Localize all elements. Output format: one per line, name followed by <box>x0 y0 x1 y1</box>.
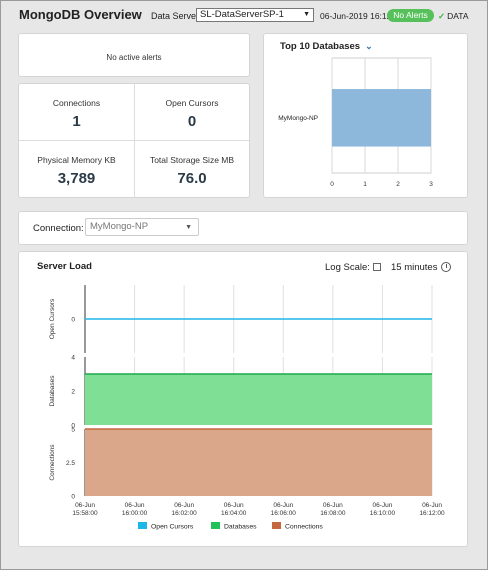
top10-databases-panel: Top 10 Databases ⌄ 0 1 2 3 MyMongo-NP <box>263 33 468 198</box>
top10-x-tick-label: 2 <box>396 181 400 188</box>
data-server-select[interactable]: SL-DataServerSP-1 ▼ <box>196 8 314 22</box>
kpi-connections-label: Connections <box>52 98 101 108</box>
kpi-memory-label: Physical Memory KB <box>37 155 116 165</box>
server-load-chart: 0 Open Cursors 4 2 0 Databases 5 2.5 0 Connection… <box>49 285 445 531</box>
server-load-panel: Server Load Log Scale: 15 minutes 0 Open … <box>18 251 468 547</box>
top10-x-tick-label: 1 <box>363 181 367 188</box>
no-alerts-message: No active alerts <box>106 53 162 62</box>
clock-icon[interactable] <box>441 262 451 272</box>
connection-select[interactable]: MyMongo-NP ▼ <box>85 218 199 236</box>
kpi-connections[interactable]: Connections 1 <box>19 98 134 130</box>
series-area-connections <box>85 429 432 496</box>
server-load-y-axis-title: Databases <box>49 375 56 407</box>
alert-status-badge[interactable]: No Alerts <box>387 9 434 22</box>
server-load-x-tick-time: 15:58:00 <box>72 510 98 517</box>
server-load-x-tick-time: 16:02:00 <box>171 510 197 517</box>
connection-panel: Connection: MyMongo-NP ▼ <box>18 211 468 245</box>
top10-x-tick-label: 3 <box>429 181 433 188</box>
data-status-indicator: ✓ DATA <box>438 11 469 22</box>
server-load-y-tick-label: 2 <box>71 389 75 396</box>
legend-label: Connections <box>285 524 323 531</box>
alerts-panel: No active alerts <box>18 33 250 77</box>
log-scale-checkbox[interactable] <box>372 263 381 271</box>
kpi-storage-value: 76.0 <box>177 170 207 187</box>
server-load-x-tick-date: 06-Jun <box>224 502 244 509</box>
kpi-memory-value: 3,789 <box>57 170 96 187</box>
server-load-y-axis-title: Connections <box>49 444 56 481</box>
kpi-open-cursors[interactable]: Open Cursors 0 <box>135 98 249 130</box>
legend-label: Open Cursors <box>151 524 194 531</box>
server-load-y-tick-label: 0 <box>71 423 75 430</box>
kpi-open-cursors-label: Open Cursors <box>165 98 219 108</box>
log-scale-label: Log Scale: <box>325 262 370 273</box>
server-load-y-tick-label: 0 <box>71 317 75 324</box>
server-load-y-tick-label: 2.5 <box>66 460 75 467</box>
server-load-x-tick-time: 16:04:00 <box>221 510 247 517</box>
chevron-down-icon[interactable]: ⌄ <box>365 41 373 51</box>
top10-x-tick-label: 0 <box>330 181 334 188</box>
caret-down-icon: ▼ <box>185 224 192 231</box>
header-bar: MongoDB Overview Data Server: SL-DataSer… <box>1 1 487 29</box>
current-datetime: 06-Jun-2019 16:12 <box>320 11 392 21</box>
kpi-divider-horizontal <box>19 140 249 141</box>
data-server-value: SL-DataServerSP-1 <box>200 9 284 20</box>
kpi-panel: Connections 1 Open Cursors 0 Physical Me… <box>18 83 250 198</box>
server-load-x-tick-time: 16:10:00 <box>370 510 396 517</box>
log-scale-toggle[interactable]: Log Scale: <box>325 262 381 273</box>
top10-title-text: Top 10 Databases <box>280 41 361 52</box>
legend-label: Databases <box>224 524 257 531</box>
kpi-physical-memory[interactable]: Physical Memory KB 3,789 <box>19 155 134 187</box>
server-load-x-tick-date: 06-Jun <box>323 502 343 509</box>
time-range-value[interactable]: 15 minutes <box>391 262 438 273</box>
connection-select-value: MyMongo-NP <box>90 221 149 232</box>
server-load-title: Server Load <box>37 261 92 272</box>
server-load-y-axis-title: Open Cursors <box>49 298 56 339</box>
top10-title[interactable]: Top 10 Databases ⌄ <box>280 41 373 52</box>
server-load-x-tick-time: 16:06:00 <box>271 510 297 517</box>
legend-swatch <box>211 522 220 529</box>
legend-swatch <box>272 522 281 529</box>
server-load-x-tick-date: 06-Jun <box>75 502 95 509</box>
legend-swatch <box>138 522 147 529</box>
data-status-label: DATA <box>447 11 469 21</box>
server-load-x-tick-time: 16:08:00 <box>320 510 346 517</box>
top10-chart: 0 1 2 3 MyMongo-NP <box>278 57 433 188</box>
server-load-y-tick-label: 5 <box>71 427 75 434</box>
top10-bar <box>332 89 431 147</box>
page-title: MongoDB Overview <box>19 7 142 22</box>
data-server-label: Data Server: <box>151 11 202 21</box>
server-load-x-tick-date: 06-Jun <box>422 502 442 509</box>
server-load-x-tick-time: 16:12:00 <box>419 510 445 517</box>
checkmark-icon: ✓ <box>438 11 446 21</box>
server-load-x-tick-time: 16:00:00 <box>122 510 148 517</box>
server-load-x-tick-date: 06-Jun <box>273 502 293 509</box>
kpi-open-cursors-value: 0 <box>187 113 197 130</box>
kpi-storage-size[interactable]: Total Storage Size MB 76.0 <box>135 155 249 187</box>
top10-category-label: MyMongo-NP <box>278 115 318 122</box>
server-load-x-tick-date: 06-Jun <box>372 502 392 509</box>
server-load-y-tick-label: 4 <box>71 355 75 362</box>
server-load-x-tick-date: 06-Jun <box>174 502 194 509</box>
caret-down-icon: ▼ <box>303 11 310 18</box>
server-load-x-tick-date: 06-Jun <box>125 502 145 509</box>
kpi-storage-label: Total Storage Size MB <box>149 155 235 165</box>
server-load-y-tick-label: 0 <box>71 494 75 501</box>
connection-label: Connection: <box>33 223 84 234</box>
kpi-connections-value: 1 <box>72 113 81 130</box>
series-area-databases <box>85 374 432 425</box>
